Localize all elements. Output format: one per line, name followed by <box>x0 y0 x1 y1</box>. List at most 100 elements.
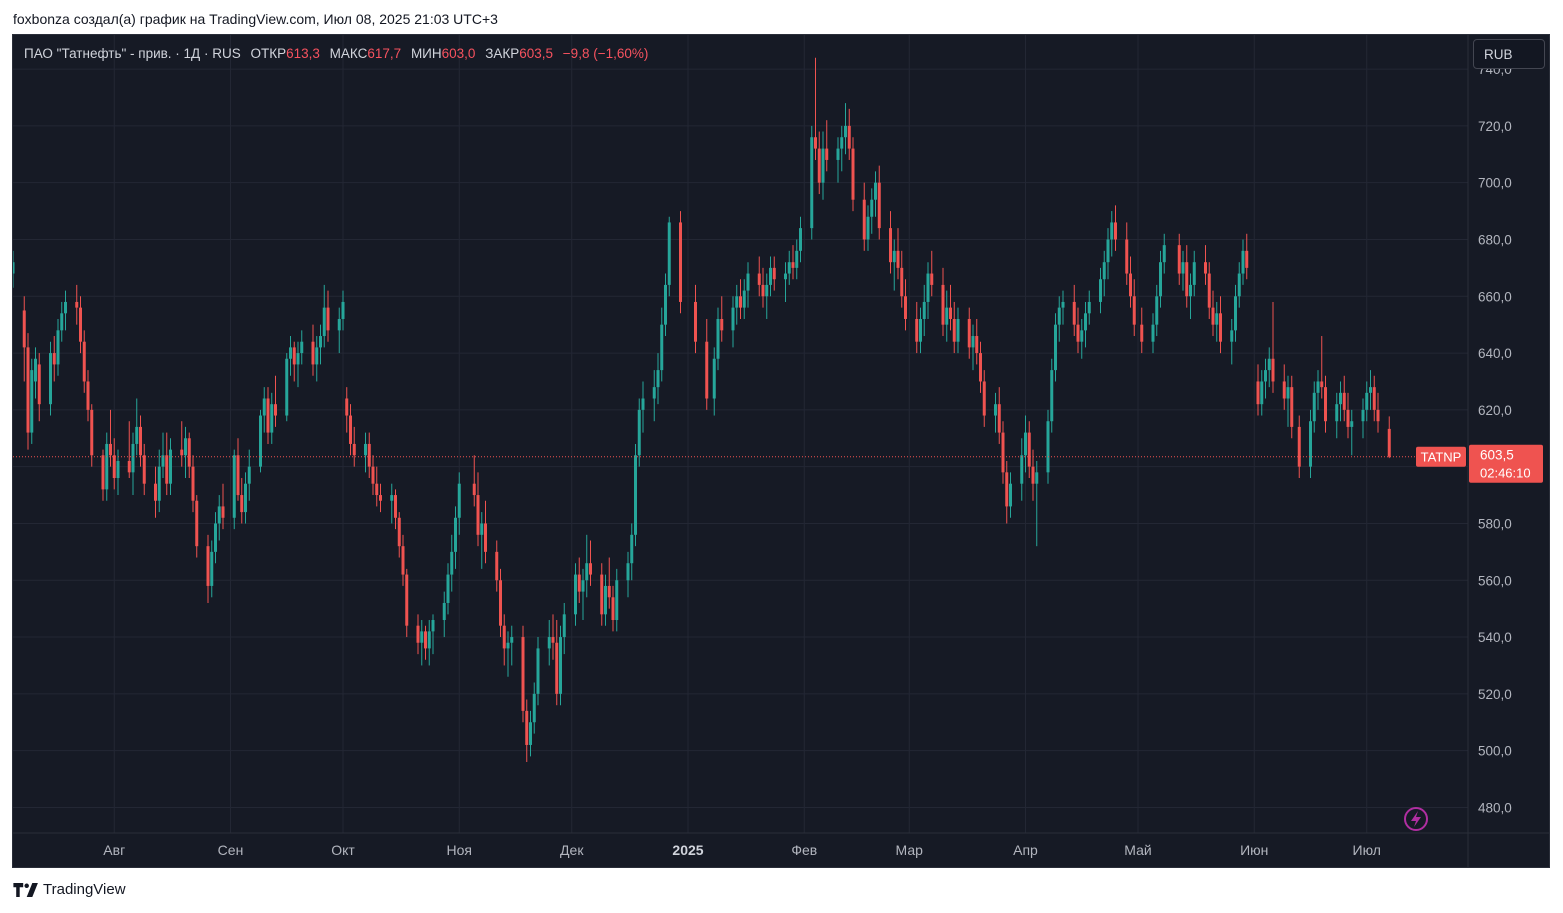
candle-body <box>660 324 664 371</box>
candle <box>664 273 667 337</box>
candle-body <box>1005 472 1009 507</box>
close-label: ЗАКР <box>485 46 520 61</box>
candle <box>112 438 116 490</box>
candle-body <box>337 318 341 331</box>
candle-body <box>896 250 900 268</box>
candle <box>1046 409 1050 484</box>
candle <box>142 443 146 496</box>
candle-body <box>1290 387 1294 427</box>
price-tick-label: 680,0 <box>1478 232 1512 247</box>
candle <box>1110 211 1114 257</box>
candle-body <box>244 483 247 513</box>
candle-body <box>1001 432 1005 473</box>
candle-body <box>994 404 997 416</box>
candle-body <box>79 307 82 342</box>
candle-body <box>34 358 37 382</box>
candle-body <box>1245 250 1249 268</box>
tradingview-brand[interactable]: TradingView <box>13 881 126 898</box>
candle <box>735 284 739 325</box>
candle-body <box>184 438 187 456</box>
candle <box>795 239 799 280</box>
candle-body <box>814 137 817 149</box>
candle <box>562 602 566 655</box>
candle <box>975 318 979 365</box>
candle-body <box>75 301 79 308</box>
candle-body <box>26 347 30 433</box>
candle <box>604 574 607 626</box>
candle <box>581 568 585 621</box>
candle-body <box>285 358 289 416</box>
candle <box>1061 290 1065 325</box>
candle-body <box>424 631 427 649</box>
lightning-icon[interactable] <box>1404 807 1428 831</box>
candle <box>1035 460 1039 547</box>
candle <box>930 250 934 297</box>
candle <box>1001 421 1005 484</box>
footer-brand-text: TradingView <box>43 881 126 898</box>
candle <box>1387 416 1391 459</box>
candle-body <box>105 443 109 490</box>
candle <box>259 409 262 473</box>
candle-body <box>142 455 146 484</box>
candle <box>1346 392 1350 439</box>
candle <box>949 284 952 331</box>
candle <box>877 165 881 240</box>
candle-body <box>1035 472 1039 484</box>
time-tick-label: Ноя <box>447 842 472 858</box>
candle-body <box>1267 358 1271 371</box>
candle <box>551 614 555 660</box>
candle <box>319 324 322 365</box>
candle-body <box>956 318 960 342</box>
candle-body <box>971 336 975 348</box>
candle <box>169 438 172 496</box>
candle-body <box>22 310 26 348</box>
candle-body <box>840 137 844 149</box>
candle <box>1316 370 1320 410</box>
candle <box>1102 250 1106 297</box>
candle <box>191 455 195 513</box>
candle <box>971 324 975 371</box>
candle-body <box>866 216 870 240</box>
candle-body <box>664 284 667 325</box>
candle <box>840 125 844 172</box>
candle <box>195 495 199 558</box>
candle <box>457 472 461 535</box>
candlestick-chart[interactable]: 480,0500,0520,0540,0560,0580,0600,0620,0… <box>13 35 1549 867</box>
candle-body <box>457 483 461 518</box>
candle-body <box>169 449 172 484</box>
time-tick-label: Окт <box>331 842 355 858</box>
candle-body <box>1286 387 1290 399</box>
chart-panel[interactable]: 480,0500,0520,0540,0560,0580,0600,0620,0… <box>12 34 1550 868</box>
candle-body <box>525 710 529 745</box>
candle <box>420 620 424 666</box>
candle <box>86 370 90 422</box>
candle-body <box>217 506 221 524</box>
candle <box>296 341 300 388</box>
low-label: МИН <box>410 46 442 61</box>
candle <box>784 262 787 302</box>
price-tick-label: 500,0 <box>1478 744 1512 759</box>
candle <box>866 205 870 251</box>
candle <box>862 182 866 251</box>
candle-body <box>1132 296 1136 325</box>
candle <box>82 330 86 393</box>
candle <box>1237 262 1241 308</box>
candle-body <box>825 148 829 160</box>
candle-body <box>499 580 502 626</box>
candle <box>1132 279 1136 337</box>
countdown-timer: 02:46:10 <box>1480 466 1531 481</box>
candle <box>574 563 577 626</box>
candle <box>1114 205 1117 251</box>
candle <box>1151 313 1155 354</box>
candle <box>1106 228 1110 280</box>
candle <box>1009 472 1012 518</box>
currency-button[interactable]: RUB <box>1473 39 1545 69</box>
candle <box>1297 415 1301 479</box>
ticker-tag-text: TATNP <box>1421 450 1462 465</box>
candle <box>352 426 356 467</box>
candle-body <box>472 483 476 496</box>
candle <box>956 307 960 354</box>
candle <box>135 398 139 456</box>
candle-body <box>581 580 585 592</box>
candle-body <box>1009 483 1012 507</box>
